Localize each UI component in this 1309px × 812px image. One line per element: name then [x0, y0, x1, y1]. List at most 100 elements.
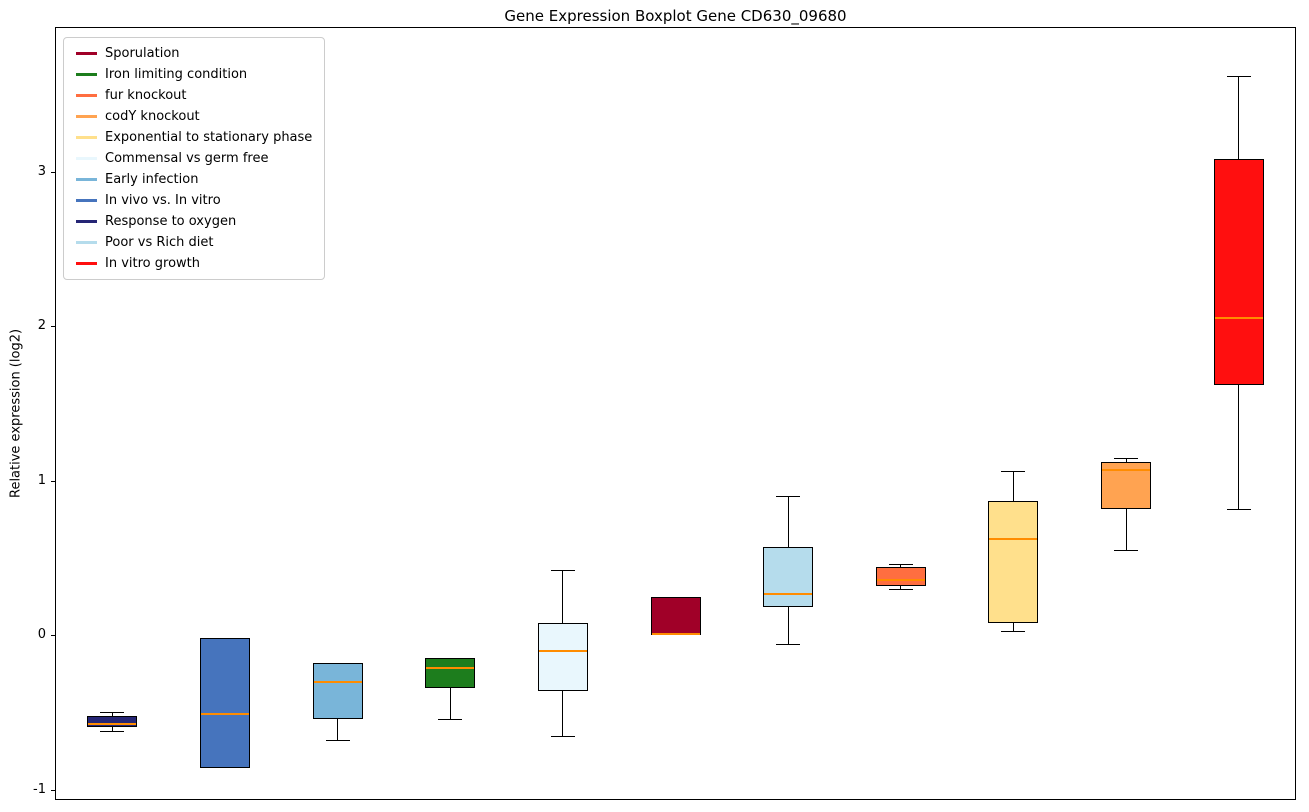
median-line	[651, 632, 700, 635]
legend-color-swatch	[76, 262, 97, 265]
legend-label: Poor vs Rich diet	[105, 235, 214, 250]
plot-area: 3 2 1 0 -1 Sporulation Iron limiting conditio…	[33, 27, 1296, 800]
legend-color-swatch	[76, 199, 97, 202]
legend-item: Commensal vs germ free	[76, 151, 312, 166]
legend-label: codY knockout	[105, 109, 200, 124]
whisker-line	[787, 496, 789, 548]
median-line	[538, 649, 587, 652]
legend-label: Iron limiting condition	[105, 67, 248, 82]
whisker-line	[787, 607, 789, 645]
whisker-line	[1125, 457, 1127, 463]
median-line	[426, 666, 475, 669]
whisker-line	[900, 564, 902, 568]
y-tick-label: -1	[33, 781, 46, 797]
whisker-cap	[550, 570, 575, 572]
legend-color-swatch	[76, 52, 97, 55]
y-tick-mark	[51, 326, 56, 328]
whisker-cap	[1226, 75, 1251, 77]
y-axis: 3 2 1 0 -1	[33, 28, 1295, 799]
chart-title: Gene Expression Boxplot Gene CD630_09680	[504, 7, 847, 25]
whisker-line	[1012, 622, 1014, 631]
legend-item: fur knockout	[76, 88, 312, 103]
whisker-line	[111, 727, 113, 731]
median-line	[88, 723, 137, 726]
legend-color-swatch	[76, 136, 97, 139]
legend-color-swatch	[76, 178, 97, 181]
median-line	[876, 579, 925, 582]
legend-color-swatch	[76, 115, 97, 118]
legend-item: Exponential to stationary phase	[76, 130, 312, 145]
boxplot-box	[537, 622, 588, 691]
whisker-cap	[1001, 630, 1026, 632]
legend-item: Iron limiting condition	[76, 67, 312, 82]
legend-label: Exponential to stationary phase	[105, 130, 313, 145]
y-tick-label: 1	[37, 472, 46, 488]
boxplot-box	[1213, 159, 1264, 385]
whisker-cap	[1114, 550, 1139, 552]
whisker-cap	[1001, 471, 1026, 473]
legend-label: In vitro growth	[105, 256, 200, 271]
y-tick-mark	[51, 635, 56, 637]
legend-color-swatch	[76, 94, 97, 97]
whisker-line	[1238, 75, 1240, 160]
whisker-line	[562, 570, 564, 623]
y-tick-label: 3	[37, 163, 46, 179]
whisker-line	[1238, 384, 1240, 509]
y-tick-mark	[51, 789, 56, 791]
boxplot-box	[425, 658, 476, 688]
legend-item: Sporulation	[76, 46, 312, 61]
legend-item: In vitro growth	[76, 256, 312, 271]
legend-label: fur knockout	[105, 88, 187, 103]
legend: Sporulation Iron limiting condition fur kn…	[63, 37, 326, 280]
median-line	[313, 680, 362, 683]
whisker-cap	[550, 735, 575, 737]
whisker-line	[449, 687, 451, 719]
whisker-cap	[888, 588, 913, 590]
boxplot-layer	[56, 28, 1295, 799]
whisker-line	[1125, 508, 1127, 551]
legend-item: In vivo vs. In vitro	[76, 193, 312, 208]
whisker-line	[900, 585, 902, 589]
median-line	[1214, 317, 1263, 320]
whisker-line	[562, 690, 564, 736]
whisker-cap	[438, 718, 463, 720]
legend-item: codY knockout	[76, 109, 312, 124]
whisker-line	[337, 718, 339, 741]
boxplot-box	[650, 596, 701, 636]
legend-item: Response to oxygen	[76, 214, 312, 229]
whisker-cap	[888, 564, 913, 566]
median-line	[764, 592, 813, 595]
y-tick-mark	[51, 480, 56, 482]
boxplot-box	[763, 547, 814, 608]
y-tick-label: 2	[37, 318, 46, 334]
legend-color-swatch	[76, 157, 97, 160]
whisker-cap	[1114, 457, 1139, 459]
legend-color-swatch	[76, 73, 97, 76]
whisker-cap	[776, 496, 801, 498]
legend-label: Response to oxygen	[105, 214, 237, 229]
whisker-cap	[100, 712, 125, 714]
whisker-line	[111, 712, 113, 717]
whisker-cap	[100, 731, 125, 733]
boxplot-box	[988, 500, 1039, 623]
median-line	[989, 538, 1038, 541]
y-tick-mark	[51, 171, 56, 173]
legend-item: Early infection	[76, 172, 312, 187]
legend-color-swatch	[76, 241, 97, 244]
legend-color-swatch	[76, 220, 97, 223]
boxplot-box	[312, 663, 363, 719]
whisker-cap	[776, 644, 801, 646]
legend-item: Poor vs Rich diet	[76, 235, 312, 250]
legend-label: In vivo vs. In vitro	[105, 193, 221, 208]
y-axis-label: Relative expression (log2)	[8, 328, 24, 499]
legend-label: Sporulation	[105, 46, 180, 61]
whisker-line	[1012, 471, 1014, 501]
legend-label: Commensal vs germ free	[105, 151, 269, 166]
median-line	[200, 713, 249, 716]
legend-label: Early infection	[105, 172, 199, 187]
boxplot-box	[87, 716, 138, 728]
whisker-cap	[325, 740, 350, 742]
whisker-cap	[1226, 508, 1251, 510]
boxplot-box	[199, 638, 250, 769]
